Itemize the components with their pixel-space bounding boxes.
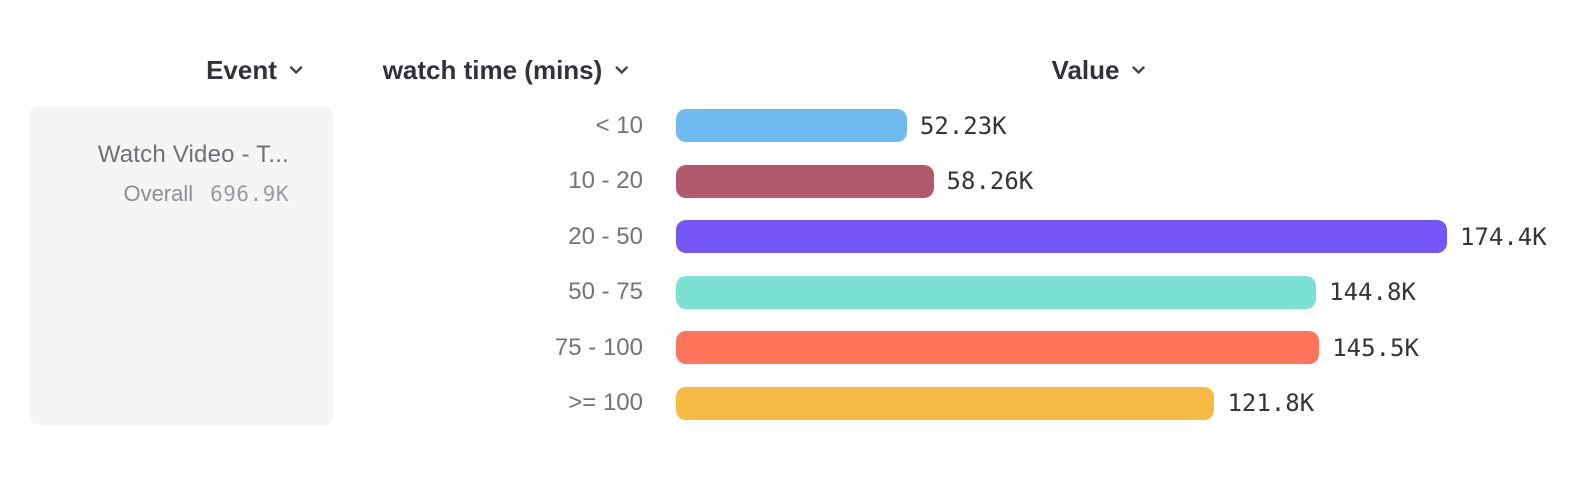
chart-row: < 10 52.23K (0, 98, 1584, 154)
bucket-label: < 10 (595, 111, 643, 139)
event-card-title: Watch Video - T... (97, 141, 289, 168)
bar-value-label: 121.8K (1227, 389, 1315, 418)
bucket-label: >= 100 (568, 389, 643, 417)
bar-value-label: 58.26K (946, 167, 1034, 196)
column-header-event-label: Event (206, 54, 277, 85)
bucket-label: 20 - 50 (568, 222, 643, 250)
bar-chart-rows: < 10 52.23K 10 - 20 58.26K 20 - 50 174.4K 50 -… (0, 98, 1584, 431)
value-bar[interactable] (676, 331, 1320, 365)
event-card-overall-value: 696.9K (210, 182, 289, 206)
chevron-down-icon (286, 56, 306, 87)
value-bar[interactable] (676, 275, 1317, 309)
event-card-overall: Overall 696.9K (30, 181, 289, 207)
chevron-down-icon (611, 56, 631, 87)
column-header-event[interactable]: Event (206, 53, 306, 87)
value-bar[interactable] (676, 109, 907, 143)
event-card[interactable]: Watch Video - T... Overall 696.9K (30, 106, 333, 425)
chart-row: 75 - 100 145.5K (0, 320, 1584, 376)
event-card-overall-label: Overall (123, 181, 194, 206)
bar-value-label: 52.23K (919, 111, 1007, 140)
column-header-value-label: Value (1051, 54, 1120, 85)
column-header-value[interactable]: Value (1052, 53, 1149, 87)
bucket-label: 50 - 75 (568, 278, 643, 306)
chart-row: 50 - 75 144.8K (0, 265, 1584, 321)
bucket-label: 75 - 100 (554, 333, 643, 361)
bar-value-label: 145.5K (1332, 333, 1419, 362)
bar-value-label: 144.8K (1329, 278, 1416, 307)
bar-value-label: 174.4K (1460, 222, 1547, 251)
chart-row: 20 - 50 174.4K (0, 209, 1584, 265)
bucket-label: 10 - 20 (568, 167, 643, 195)
value-bar[interactable] (676, 220, 1447, 254)
column-header-breakdown-label: watch time (mins) (382, 54, 603, 85)
chevron-down-icon (1128, 56, 1148, 87)
value-bar[interactable] (676, 164, 934, 198)
column-header-breakdown[interactable]: watch time (mins) (383, 53, 632, 87)
chart-row: >= 100 121.8K (0, 376, 1584, 432)
value-bar[interactable] (676, 386, 1215, 420)
chart-row: 10 - 20 58.26K (0, 154, 1584, 210)
